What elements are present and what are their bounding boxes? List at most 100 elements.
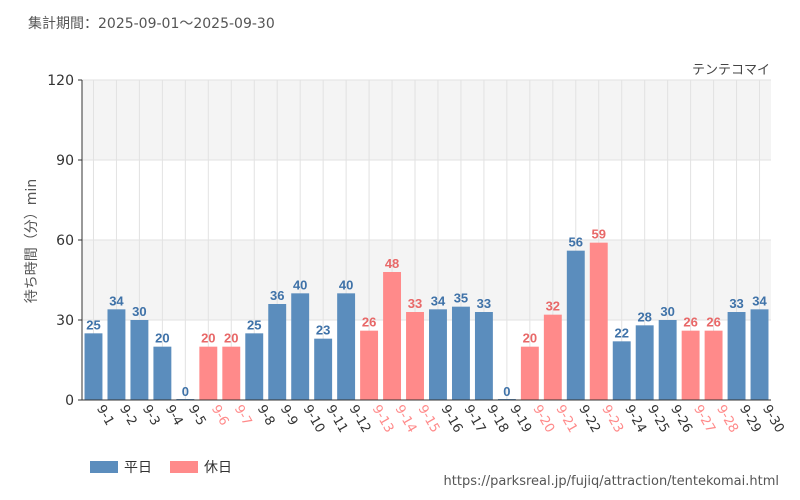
plot-band — [82, 320, 771, 400]
x-tick-label-9-16: 9-16 — [438, 403, 466, 436]
bar-label-9-20: 20 — [523, 331, 537, 346]
bar-9-30 — [750, 309, 769, 400]
bar-label-9-1: 25 — [86, 317, 100, 332]
legend-swatch-weekday — [90, 461, 118, 473]
bar-9-22 — [566, 250, 585, 400]
bar-9-20 — [520, 346, 539, 400]
bar-label-9-22: 56 — [569, 235, 583, 250]
y-tick-label: 90 — [56, 153, 74, 169]
x-tick-label-9-17: 9-17 — [460, 403, 488, 436]
x-tick-label-9-3: 9-3 — [139, 403, 163, 429]
axes — [78, 79, 771, 401]
bar-9-14 — [383, 272, 402, 400]
bar-9-2 — [107, 309, 126, 400]
bar-9-10 — [291, 293, 310, 400]
bar-label-9-11: 23 — [316, 323, 330, 338]
bar-label-9-2: 34 — [109, 293, 124, 308]
bar-9-23 — [589, 242, 608, 400]
bar-label-9-13: 26 — [362, 315, 376, 330]
bar-9-25 — [635, 325, 654, 400]
x-tick-label-9-23: 9-23 — [598, 403, 626, 436]
x-tick-label-9-18: 9-18 — [483, 403, 511, 436]
y-tick-label: 30 — [56, 313, 74, 329]
y-tick-label: 120 — [47, 73, 74, 89]
bar-9-1 — [84, 333, 103, 400]
bar-label-9-23: 59 — [592, 227, 606, 242]
x-tick-label-9-19: 9-19 — [506, 403, 534, 436]
x-tick-label-9-2: 9-2 — [116, 403, 140, 429]
bar-label-9-4: 20 — [155, 331, 169, 346]
bar-9-8 — [245, 333, 264, 400]
bar-label-9-21: 32 — [546, 299, 560, 314]
bar-label-9-9: 36 — [270, 288, 284, 303]
x-tick-label-9-22: 9-22 — [575, 403, 603, 436]
legend-swatch-holiday — [170, 461, 198, 473]
bar-9-13 — [360, 330, 379, 400]
x-tick-label-9-5: 9-5 — [185, 403, 209, 429]
x-tick-label-9-1: 9-1 — [93, 403, 117, 429]
chart-title: テンテコマイ — [692, 63, 770, 78]
x-tick-label-9-15: 9-15 — [415, 403, 443, 436]
x-tick-label-9-25: 9-25 — [644, 403, 672, 436]
bar-label-9-27: 26 — [683, 315, 697, 330]
bar-9-9 — [268, 304, 287, 400]
x-tick-label-9-27: 9-27 — [690, 403, 718, 436]
bar-label-9-12: 40 — [339, 277, 353, 292]
x-tick-label-9-10: 9-10 — [300, 403, 328, 436]
plot-band — [82, 240, 771, 320]
bar-label-9-15: 33 — [408, 296, 422, 311]
plot-band — [82, 80, 771, 160]
y-tick-label: 60 — [56, 233, 74, 249]
bar-9-7 — [222, 346, 241, 400]
bar-9-27 — [681, 330, 700, 400]
x-tick-label-9-8: 9-8 — [254, 403, 278, 429]
x-tick-label-9-29: 9-29 — [736, 403, 764, 436]
bar-9-26 — [658, 320, 677, 400]
source-url: https://parksreal.jp/fujiq/attraction/te… — [443, 474, 779, 489]
x-tick-label-9-26: 9-26 — [667, 403, 695, 436]
y-tick-label: 0 — [65, 393, 74, 409]
bar-9-17 — [451, 306, 470, 400]
bar-label-9-16: 34 — [431, 293, 446, 308]
bar-label-9-10: 40 — [293, 277, 307, 292]
bar-label-9-26: 30 — [660, 304, 674, 319]
bar-label-9-19: 0 — [503, 384, 510, 399]
bar-9-28 — [704, 330, 723, 400]
bars — [84, 242, 769, 400]
bar-label-9-24: 22 — [614, 325, 628, 340]
legend-item-holiday: 休日 — [170, 457, 232, 477]
bar-9-16 — [429, 309, 447, 400]
plot-bands — [82, 80, 771, 400]
bar-9-6 — [199, 346, 218, 400]
x-tick-label-9-7: 9-7 — [231, 403, 255, 429]
bar-9-29 — [727, 312, 746, 400]
bar-label-9-30: 34 — [752, 293, 767, 308]
x-tick-label-9-20: 9-20 — [529, 403, 557, 436]
x-tick-label-9-4: 9-4 — [162, 403, 186, 429]
bar-label-9-5: 0 — [182, 384, 189, 399]
bar-9-3 — [130, 320, 149, 400]
bar-label-9-8: 25 — [247, 317, 261, 332]
bar-label-9-17: 35 — [454, 291, 468, 306]
x-tick-label-9-30: 9-30 — [759, 403, 787, 436]
x-tick-label-9-11: 9-11 — [323, 403, 351, 436]
x-tick-label-9-9: 9-9 — [277, 403, 301, 429]
y-tick-labels: 0 30 60 90 120 — [47, 73, 74, 409]
legend-label-holiday: 休日 — [204, 460, 232, 476]
legend-item-weekday: 平日 — [90, 457, 152, 477]
x-tick-label-9-6: 9-6 — [208, 403, 232, 429]
bar-label-9-29: 33 — [729, 296, 743, 311]
x-tick-label-9-12: 9-12 — [346, 403, 374, 436]
x-tick-label-9-24: 9-24 — [621, 403, 649, 436]
bar-label-9-14: 48 — [385, 256, 399, 271]
bar-label-9-18: 33 — [477, 296, 491, 311]
plot-band — [82, 160, 771, 240]
bar-label-9-25: 28 — [637, 309, 651, 324]
period-label: 集計期間：2025-09-01～2025-09-30 — [28, 16, 275, 32]
bar-label-9-7: 20 — [224, 331, 238, 346]
bar-9-18 — [474, 312, 493, 400]
y-axis-label: 待ち時間（分）min — [24, 179, 40, 303]
x-tick-label-9-28: 9-28 — [713, 403, 741, 436]
x-tick-label-9-14: 9-14 — [392, 403, 420, 436]
